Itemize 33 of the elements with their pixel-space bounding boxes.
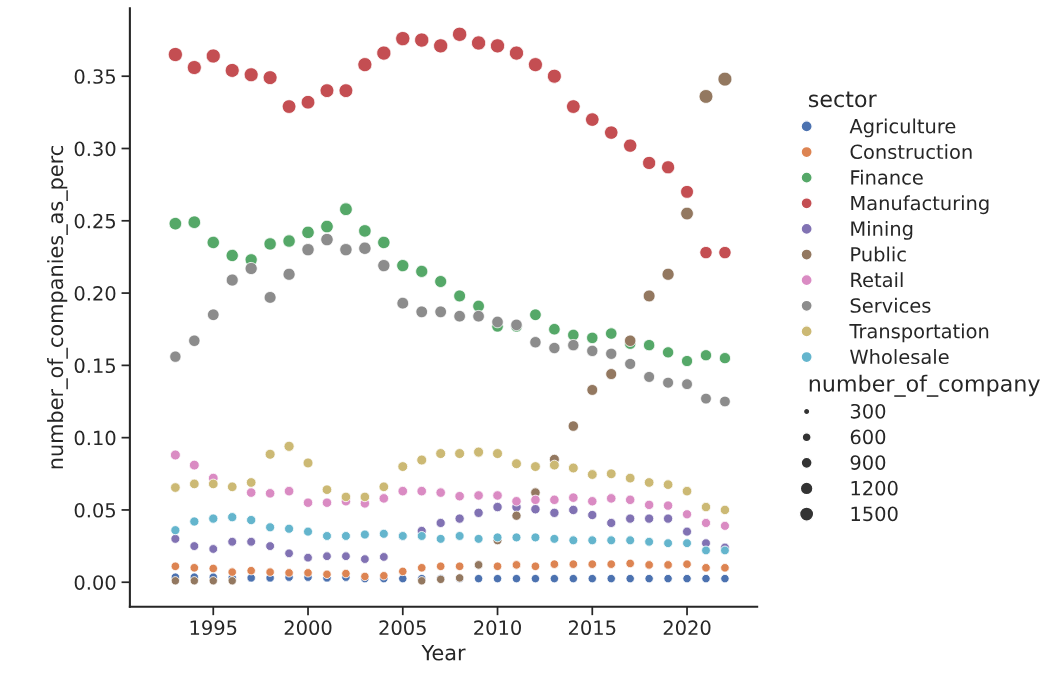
legend-label: Mining [851, 220, 913, 240]
x-tick-label: 2020 [663, 620, 711, 636]
legend-label: Retail [851, 272, 903, 288]
x-tick-label: 1995 [190, 620, 237, 636]
legend-label: Wholesale [850, 349, 949, 365]
x-tick-label: 2005 [379, 620, 426, 636]
legend-label: 1500 [851, 506, 898, 522]
legend-label: 1200 [851, 480, 898, 496]
y-tick-label: 0.00 [74, 575, 116, 590]
legend-label: Public [851, 246, 906, 262]
y-tick-label: 0.35 [74, 69, 115, 84]
legend-label: Construction [850, 144, 972, 160]
text: sector [808, 91, 877, 108]
x-tick-label: 2015 [568, 620, 616, 636]
x-tick-label: 2000 [284, 620, 332, 636]
y-tick-label: 0.05 [74, 502, 115, 518]
y-axis-title: number_of_companies_as_perc [47, 146, 68, 469]
legend-label: 900 [850, 455, 886, 470]
y-tick-label: 0.25 [74, 213, 115, 229]
legend-label: Finance [851, 169, 923, 185]
y-tick-label: 0.10 [74, 430, 116, 446]
legend-label: Transportation [849, 323, 989, 343]
y-tick-label: 0.15 [74, 358, 115, 374]
legend-label: Manufacturing [851, 195, 989, 215]
y-tick-label: 0.20 [74, 286, 116, 301]
legend-label: 300 [850, 403, 886, 419]
legend-label: Services [850, 297, 931, 313]
text: number_of_company [809, 374, 1040, 397]
legend-label: Agriculture [849, 118, 956, 138]
legend-label: 600 [850, 429, 886, 445]
x-tick-label: 2010 [474, 620, 521, 636]
y-tick-label: 0.30 [74, 141, 116, 157]
x-axis-title: Year [421, 645, 466, 661]
